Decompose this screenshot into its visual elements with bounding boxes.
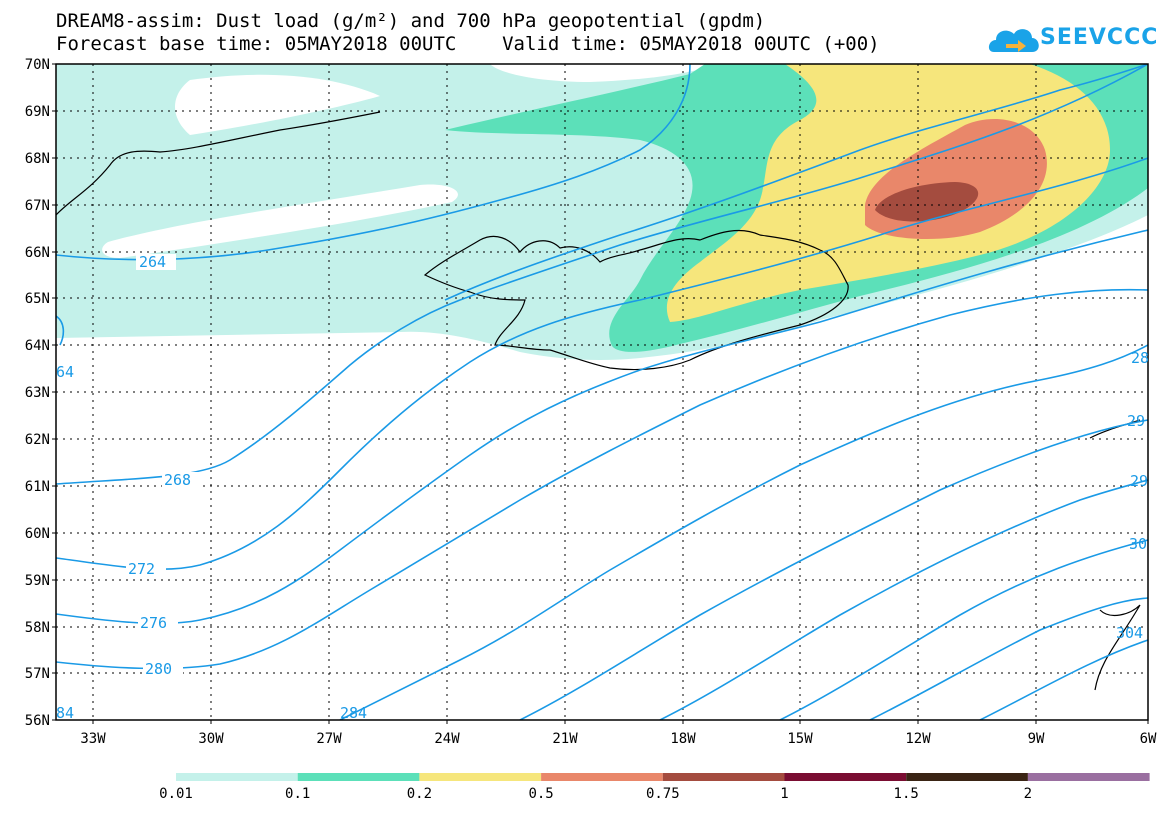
colorbar-label: 1 [780,786,789,802]
colorbar-swatch [541,773,663,781]
contour-label: 264 [139,253,166,271]
contour-280 [56,288,1148,670]
label-bg [126,561,166,577]
colorbar-swatch [419,773,542,781]
dust-gap-1 [175,74,380,135]
colorbar-label: 0.1 [285,786,311,802]
contour-276 [56,229,1148,625]
map-title: DREAM8-assim: Dust load (g/m²) and 700 h… [56,10,766,32]
longitude-labels: 33W 30W 27W 24W 21W 18W 15W 12W 9W 6W [80,731,1157,747]
contour-label: 29 [1130,472,1148,490]
logo-text: SEEVCCC [1040,25,1159,50]
lon-label: 27W [316,731,342,747]
contour-label: 268 [164,471,191,489]
colorbar-swatch [176,773,298,781]
lat-label: 64N [25,338,50,354]
contour-label: 30 [1129,535,1147,553]
contour-284 [339,344,1148,720]
lat-label: 69N [25,104,50,120]
coastlines [56,111,1141,691]
colorbar-label: 0.2 [406,786,433,802]
contour-288 [519,419,1148,720]
label-bg [138,615,178,631]
lat-label: 60N [25,526,50,542]
contour-292 [659,479,1148,720]
lat-label: 63N [25,385,50,401]
graticule [56,64,1148,720]
contour-296 [779,539,1148,720]
label-bg [143,661,183,677]
colorbar [176,773,1150,781]
greenland-coast [56,111,381,216]
lat-label: 68N [25,151,50,167]
contour-label: 28 [1131,349,1149,367]
contour-268 [56,64,1148,485]
iceland-coast [423,229,849,371]
contour-272 [56,157,1148,571]
contour-264 [56,64,691,261]
latitude-labels: 70N 69N 68N 67N 66N 65N 64N 63N 62N 61N … [25,57,50,729]
colorbar-label: 0.75 [645,786,680,802]
contour-label: 272 [128,560,155,578]
contour-300 [869,597,1148,720]
contour-label: 276 [140,614,167,632]
lat-label: 62N [25,432,50,448]
lon-label: 18W [670,731,696,747]
lon-label: 15W [787,731,813,747]
ticks [52,63,1149,724]
contour-label: 84 [56,704,74,722]
lat-label: 56N [25,713,50,729]
label-bg [162,472,202,488]
colorbar-label: 2 [1023,786,1033,802]
colorbar-label: 0.01 [159,786,193,802]
lat-label: 67N [25,198,50,214]
lat-label: 66N [25,245,50,261]
contour-268a [444,64,1148,301]
lon-label: 24W [434,731,460,747]
lon-label: 33W [80,731,106,747]
lon-label: 12W [905,731,931,747]
lat-label: 57N [25,666,50,682]
colorbar-swatch [1027,773,1150,781]
lon-label: 30W [198,731,224,747]
contour-labels: 264 268 272 276 280 284 64 28 29 29 30 3… [56,253,1149,722]
lat-label: 65N [25,291,50,307]
colorbar-label: 1.5 [893,786,919,802]
contour-label: 29 [1127,412,1145,430]
contour-264b [56,315,65,346]
lon-label: 9W [1028,731,1045,747]
cloud-arrow-icon [988,29,1039,52]
colorbar-swatch [662,773,785,781]
lat-label: 70N [25,57,50,73]
contour-label: 284 [340,704,367,722]
colorbar-label: 0.5 [528,786,554,802]
label-bg [136,254,176,270]
colorbar-swatch [297,773,420,781]
colorbar-swatch [784,773,907,781]
contour-label: 64 [56,363,74,381]
norway-coast-2 [1094,604,1141,691]
contour-label: 280 [145,660,172,678]
lat-label: 59N [25,573,50,589]
lat-label: 61N [25,479,50,495]
contour-label: 304 [1116,624,1143,642]
lon-label: 21W [552,731,578,747]
norway-coast-1 [1089,419,1141,439]
colorbar-swatch [906,773,1028,781]
dust-gap-3 [490,64,715,82]
contour-304 [979,639,1148,720]
geopotential-contours [56,64,1148,720]
dust-area-075 [875,182,979,222]
dust-gap-2 [102,184,458,258]
lon-label: 6W [1140,731,1157,747]
lat-label: 58N [25,620,50,636]
map-subtitle: Forecast base time: 05MAY2018 00UTC Vali… [56,33,880,55]
